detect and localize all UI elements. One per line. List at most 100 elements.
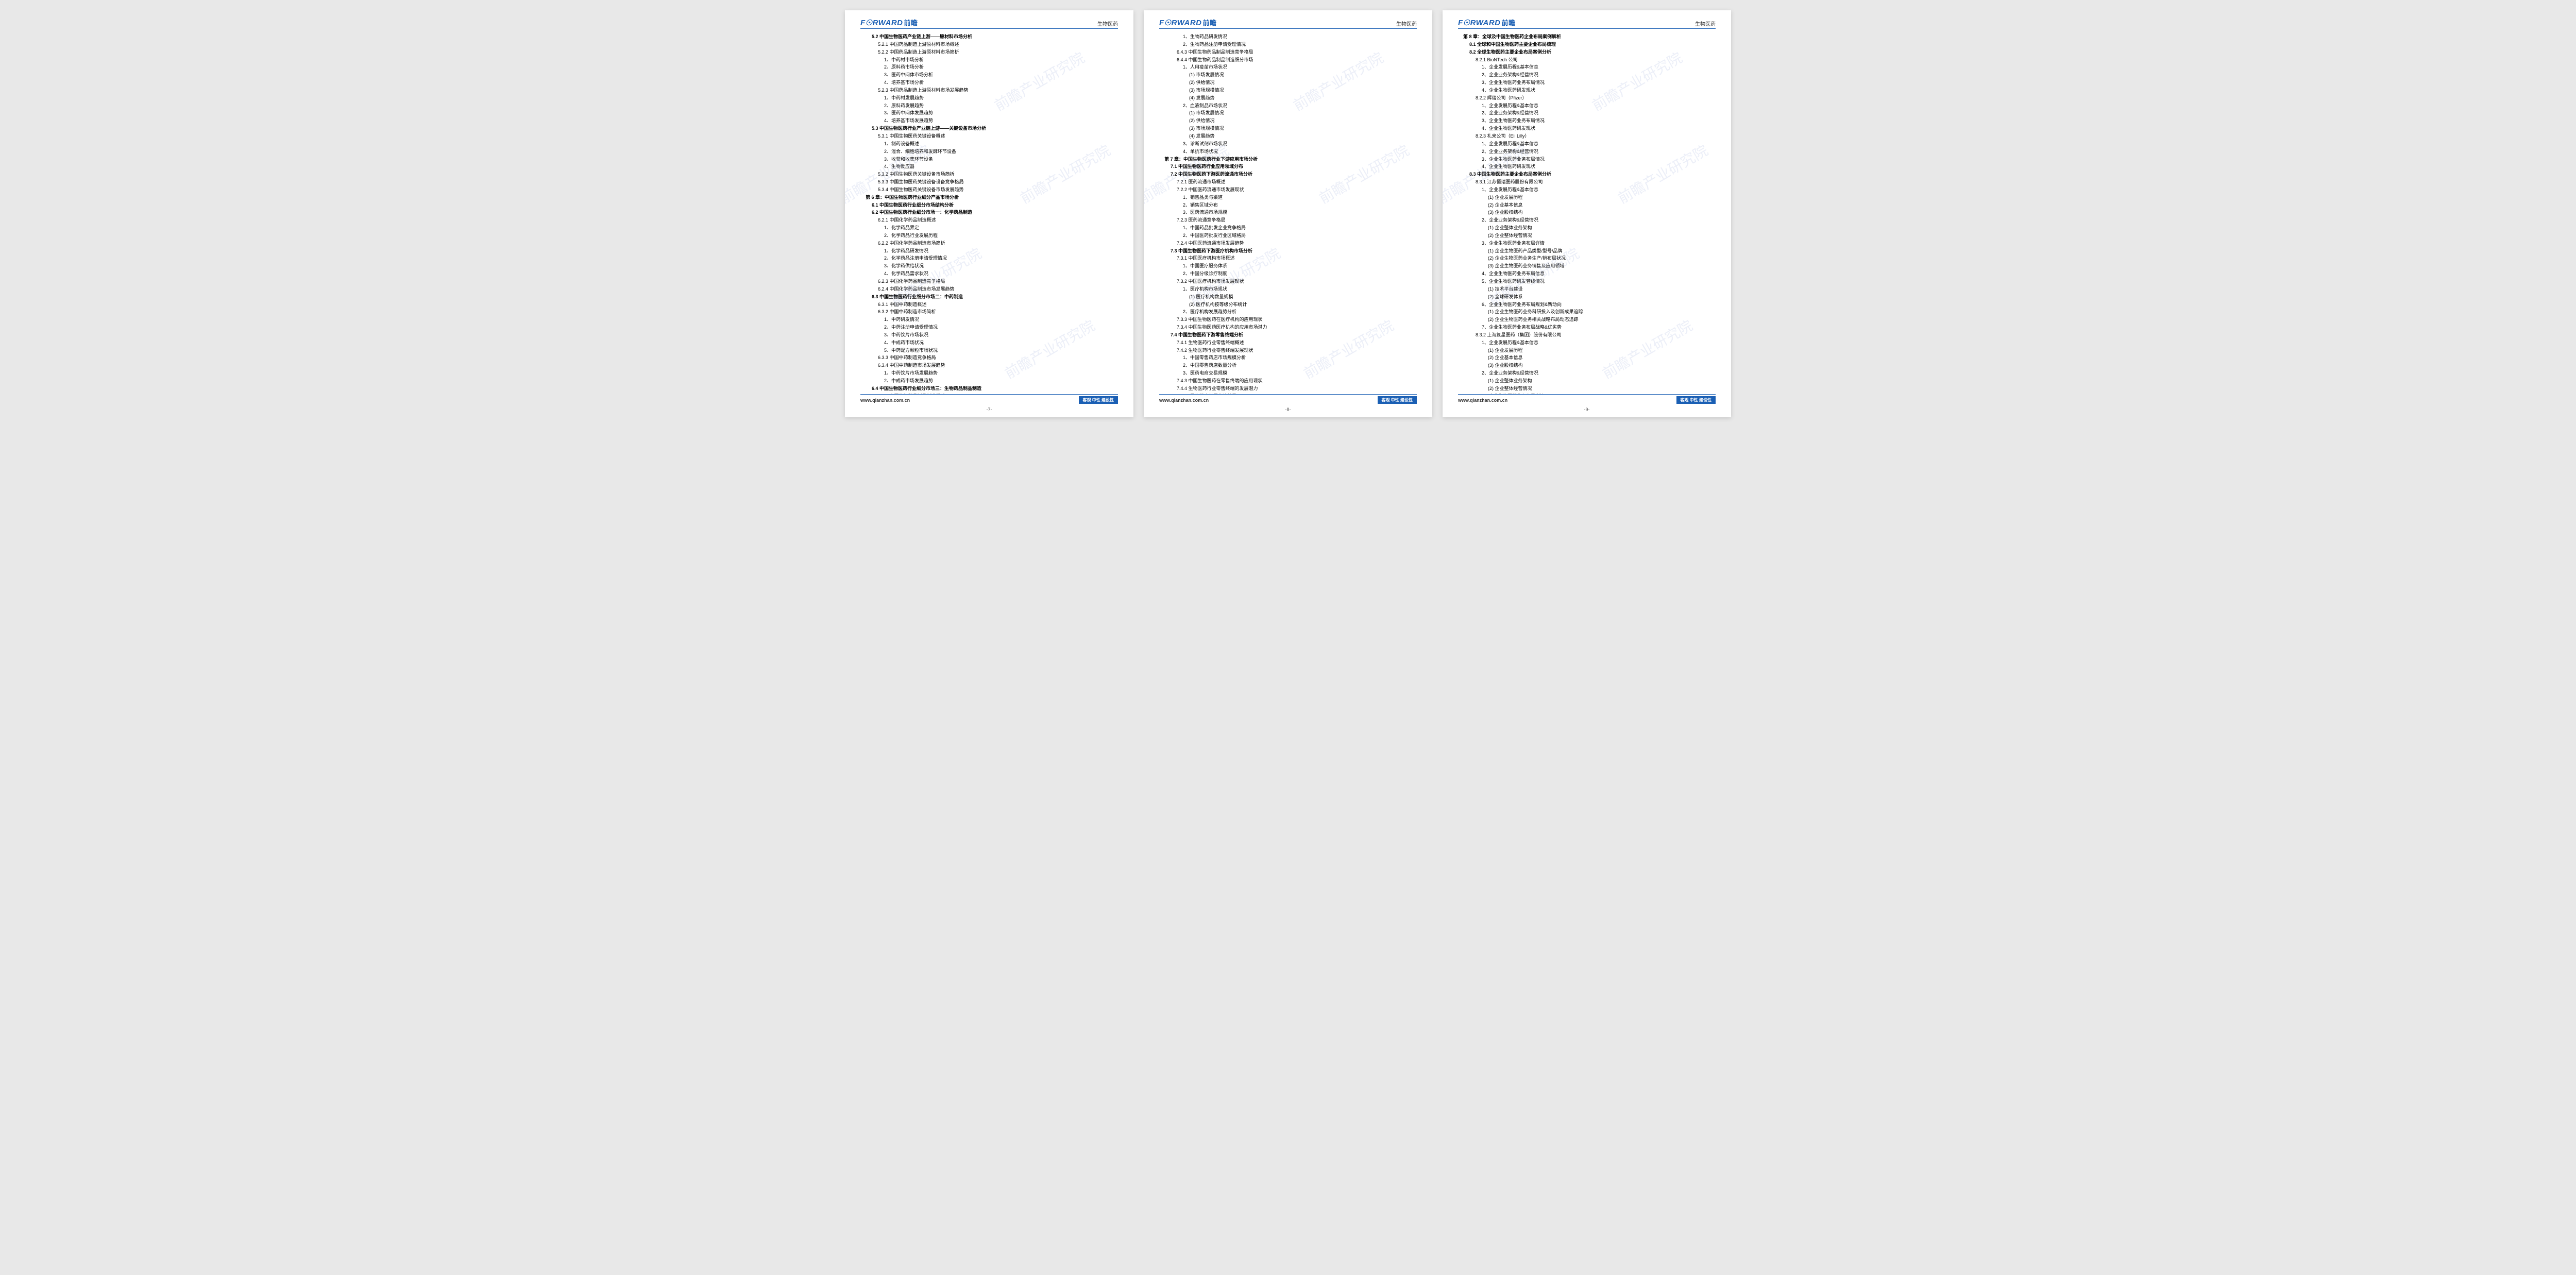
toc-line: (2) 企业基本信息 [1463, 354, 1710, 362]
page-footer: www.qianzhan.com.cn 客观 中性 建设性 [860, 394, 1118, 407]
toc-line: 2、企业业务架构&经营情况 [1463, 109, 1710, 117]
toc-line: 6.4.4 中国生物药品制品制造细分市场 [1164, 56, 1412, 64]
footer-tag: 客观 中性 建设性 [1378, 396, 1417, 404]
document-page: F☉RWARD前瞻生物医药前瞻产业研究院前瞻产业研究院前瞻产业研究院前瞻产业研究… [1144, 10, 1432, 417]
toc-line: 5.2.2 中国药品制造上游原材料市场简析 [866, 48, 1113, 56]
toc-line: 7.4.4 生物医药行业零售终端的发展潜力 [1164, 385, 1412, 393]
toc-line: 5、企业生物医药研发管线情况 [1463, 278, 1710, 285]
toc-line: 1、中国药品批发企业竞争格局 [1164, 224, 1412, 232]
toc-line: 4、化学药品需求状况 [866, 270, 1113, 278]
toc-line: 第 6 章：中国生物医药行业细分产品市场分析 [866, 194, 1113, 201]
toc-line: 4、企业生物医药研发现状 [1463, 163, 1710, 171]
toc-line: 7.3.2 中国医疗机构市场发展现状 [1164, 278, 1412, 285]
toc-line: 1、医疗机构市场现状 [1164, 285, 1412, 293]
toc-line: 1、中药饮片市场发展趋势 [866, 369, 1113, 377]
toc-line: 7.4.3 中国生物医药在零售终端的应用现状 [1164, 377, 1412, 385]
page-header: F☉RWARD前瞻生物医药 [1159, 10, 1417, 29]
toc-line: 8.2.2 辉瑞公司（Pfizer） [1463, 94, 1710, 102]
footer-tag: 客观 中性 建设性 [1676, 396, 1716, 404]
toc-line: 7.2.3 医药流通竞争格局 [1164, 216, 1412, 224]
toc-line: 3、企业生物医药业务布局情况 [1463, 117, 1710, 125]
toc-line: 3、中药饮片市场状况 [866, 331, 1113, 339]
toc-line: (2) 企业整体经营情况 [1463, 232, 1710, 240]
toc-line: 3、企业生物医药业务布局情况 [1463, 156, 1710, 163]
footer-tag: 客观 中性 建设性 [1079, 396, 1118, 404]
toc-line: 7.3.4 中国生物医药医疗机构的应用市场潜力 [1164, 324, 1412, 331]
toc-line: 8.2.1 BioNTech 公司 [1463, 56, 1710, 64]
footer-url: www.qianzhan.com.cn [860, 398, 910, 403]
page-header: F☉RWARD前瞻生物医药 [1458, 10, 1716, 29]
toc-line: 5.2 中国生物医药产业链上游——原材料市场分析 [866, 33, 1113, 41]
toc-line: 3、企业生物医药业务布局情况 [1463, 79, 1710, 87]
toc-line: 4、企业生物医药研发现状 [1463, 87, 1710, 94]
toc-line: 7.2.4 中国医药流通市场发展趋势 [1164, 240, 1412, 247]
toc-line: 7.4.1 生物医药行业零售终端概述 [1164, 339, 1412, 347]
toc-line: (2) 供给情况 [1164, 117, 1412, 125]
toc-line: 4、企业生物医药研发现状 [1463, 125, 1710, 132]
toc-line: 8.3 中国生物医药主要企业布局案例分析 [1463, 171, 1710, 178]
toc-line: 2、企业业务架构&经营情况 [1463, 216, 1710, 224]
toc-line: (1) 企业发展历程 [1463, 347, 1710, 354]
toc-line: 4、生物反应器 [866, 163, 1113, 171]
brand-logo: F☉RWARD前瞻 [860, 18, 918, 27]
toc-line: (2) 企业基本信息 [1463, 201, 1710, 209]
toc-line: 5.3.2 中国生物医药关键设备市场简析 [866, 171, 1113, 178]
toc-line: 1、化学药品研发情况 [866, 247, 1113, 255]
brand-logo: F☉RWARD前瞻 [1159, 18, 1217, 27]
toc-line: 6.2 中国生物医药行业细分市场一：化学药品制造 [866, 209, 1113, 216]
toc-line: 6.3.3 中国中药制造竞争格局 [866, 354, 1113, 362]
toc-line: (1) 医疗机构数量规模 [1164, 293, 1412, 301]
toc-line: 3、化学药供给状况 [866, 262, 1113, 270]
toc-line: 1、制药设备概述 [866, 140, 1113, 148]
page-number: -7- [845, 407, 1133, 417]
toc-line: 3、企业生物医药业务布局详情 [1463, 393, 1710, 394]
toc-line: 4、单抗市场状况 [1164, 148, 1412, 156]
toc-line: 2、化学药品行业发展历程 [866, 232, 1113, 240]
toc-line: 7.4 中国生物医药下游零售终端分析 [1164, 331, 1412, 339]
document-page: F☉RWARD前瞻生物医药前瞻产业研究院前瞻产业研究院前瞻产业研究院前瞻产业研究… [845, 10, 1133, 417]
toc-line: 2、中国分级诊疗制度 [1164, 270, 1412, 278]
toc-line: 6.2.4 中国化学药品制造市场发展趋势 [866, 285, 1113, 293]
toc-line: 3、医药中间体发展趋势 [866, 109, 1113, 117]
toc-line: 1、人用疫苗市场状况 [1164, 63, 1412, 71]
toc-line: (1) 企业发展历程 [1463, 194, 1710, 201]
toc-line: 3、收获和收集环节设备 [866, 156, 1113, 163]
toc-line: 4、培养基市场分析 [866, 79, 1113, 87]
toc-line: 1、中药材市场分析 [866, 56, 1113, 64]
toc-line: 6.2.2 中国化学药品制造市场简析 [866, 240, 1113, 247]
toc-line: (2) 医疗机构按等级分布统计 [1164, 301, 1412, 309]
toc-line: (2) 企业生物医药业务生产/销布局状况 [1463, 254, 1710, 262]
toc-line: (1) 企业整体业务架构 [1463, 377, 1710, 385]
toc-line: 2、生物药品注册申请受理情况 [1164, 41, 1412, 48]
toc-line: 3、医药中间体市场分析 [866, 71, 1113, 79]
toc-line: (2) 全球研发体系 [1463, 293, 1710, 301]
toc-line: 7.2 中国生物医药下游医药流通市场分析 [1164, 171, 1412, 178]
toc-line: 1、销售品类与渠道 [1164, 194, 1412, 201]
toc-line: 6.3 中国生物医药行业细分市场二：中药制造 [866, 293, 1113, 301]
toc-line: 6.1 中国生物医药行业细分市场结构分析 [866, 201, 1113, 209]
toc-line: (3) 市场规模情况 [1164, 87, 1412, 94]
toc-line: 2、企业业务架构&经营情况 [1463, 71, 1710, 79]
toc-line: (3) 市场规模情况 [1164, 125, 1412, 132]
toc-line: 1、企业发展历程&基本信息 [1463, 102, 1710, 110]
toc-line: 5.2.1 中国药品制造上游原材料市场概述 [866, 41, 1113, 48]
toc-line: 1、企业发展历程&基本信息 [1463, 63, 1710, 71]
toc-line: 6.3.4 中国中药制造市场发展趋势 [866, 362, 1113, 369]
toc-line: 2、企业业务架构&经营情况 [1463, 148, 1710, 156]
toc-line: 7.2.1 医药流通市场概述 [1164, 178, 1412, 186]
toc-content: 前瞻产业研究院前瞻产业研究院前瞻产业研究院前瞻产业研究院前瞻产业研究院5.2 中… [845, 29, 1133, 394]
toc-line: (1) 市场发展情况 [1164, 71, 1412, 79]
toc-line: (1) 企业生物医药业务科研投入及创新成果追踪 [1463, 308, 1710, 316]
document-page: F☉RWARD前瞻生物医药前瞻产业研究院前瞻产业研究院前瞻产业研究院前瞻产业研究… [1443, 10, 1731, 417]
page-footer: www.qianzhan.com.cn客观 中性 建设性 [1458, 394, 1716, 407]
toc-line: 1、中药材发展趋势 [866, 94, 1113, 102]
toc-line: (2) 企业整体经营情况 [1463, 385, 1710, 393]
toc-line: 7、企业生物医药业务布局战略&优劣势 [1463, 324, 1710, 331]
toc-line: 2、中药注册申请受理情况 [866, 324, 1113, 331]
page-number: -9- [1443, 407, 1731, 417]
page-header: F☉RWARD前瞻生物医药 [860, 10, 1118, 29]
toc-line: 2、医疗机构发展趋势分析 [1164, 308, 1412, 316]
toc-line: 3、企业生物医药业务布局详情 [1463, 240, 1710, 247]
toc-line: 6.4 中国生物医药行业细分市场三：生物药品制品制造 [866, 385, 1113, 393]
toc-line: 6.2.3 中国化学药品制造竞争格局 [866, 278, 1113, 285]
